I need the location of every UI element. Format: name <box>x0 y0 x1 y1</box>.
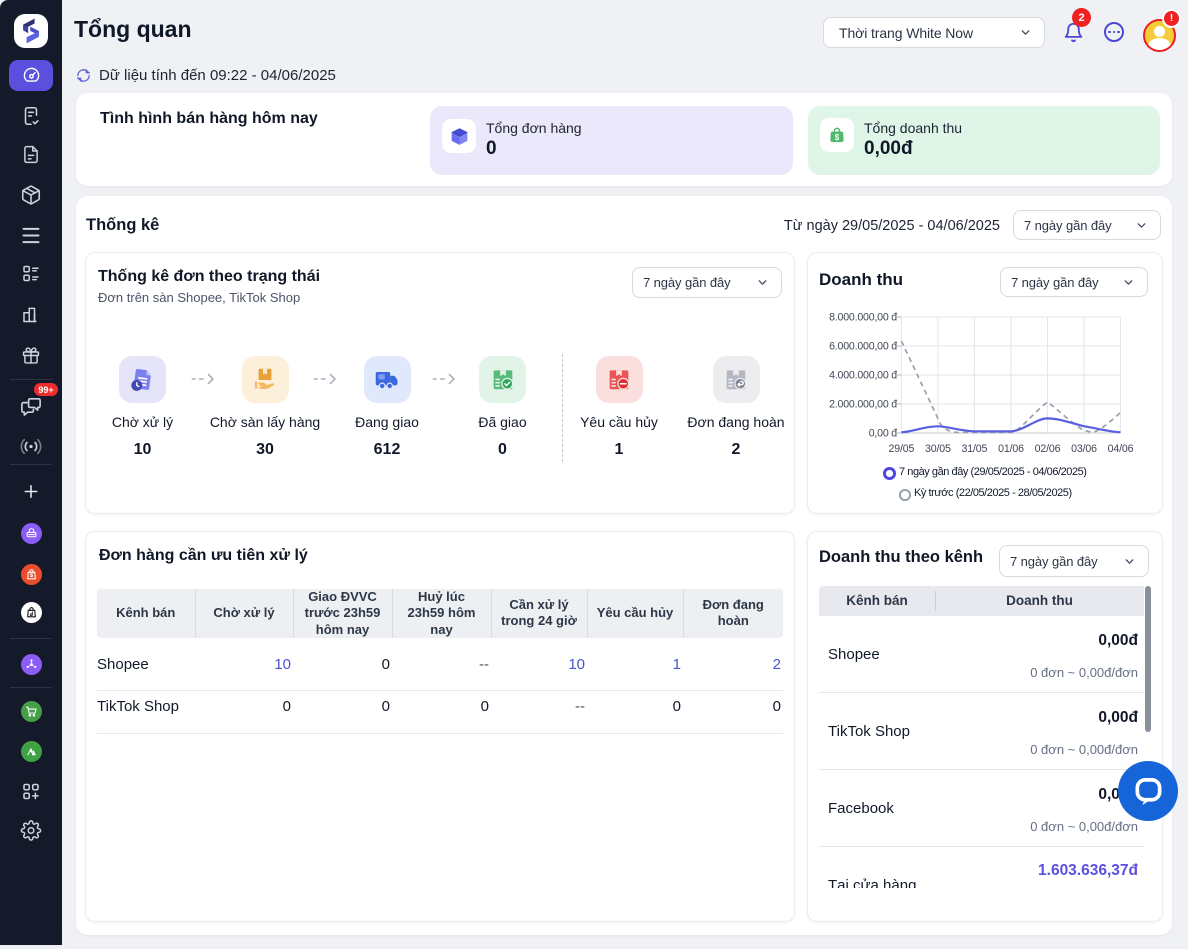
svg-text:01/06: 01/06 <box>998 443 1024 455</box>
svg-text:0,00 đ: 0,00 đ <box>869 428 898 440</box>
svg-text:$: $ <box>835 133 840 142</box>
svg-text:4.000.000,00 đ: 4.000.000,00 đ <box>829 370 897 382</box>
svg-text:31/05: 31/05 <box>962 443 988 455</box>
svg-text:30/05: 30/05 <box>925 443 951 455</box>
svg-text:6.000.000,00 đ: 6.000.000,00 đ <box>829 341 897 353</box>
svg-text:04/06: 04/06 <box>1108 443 1134 455</box>
svg-text:8.000.000,00 đ: 8.000.000,00 đ <box>829 312 897 324</box>
svg-text:02/06: 02/06 <box>1035 443 1061 455</box>
svg-text:29/05: 29/05 <box>889 443 915 455</box>
svg-text:2.000.000,00 đ: 2.000.000,00 đ <box>829 399 897 411</box>
svg-text:03/06: 03/06 <box>1071 443 1097 455</box>
